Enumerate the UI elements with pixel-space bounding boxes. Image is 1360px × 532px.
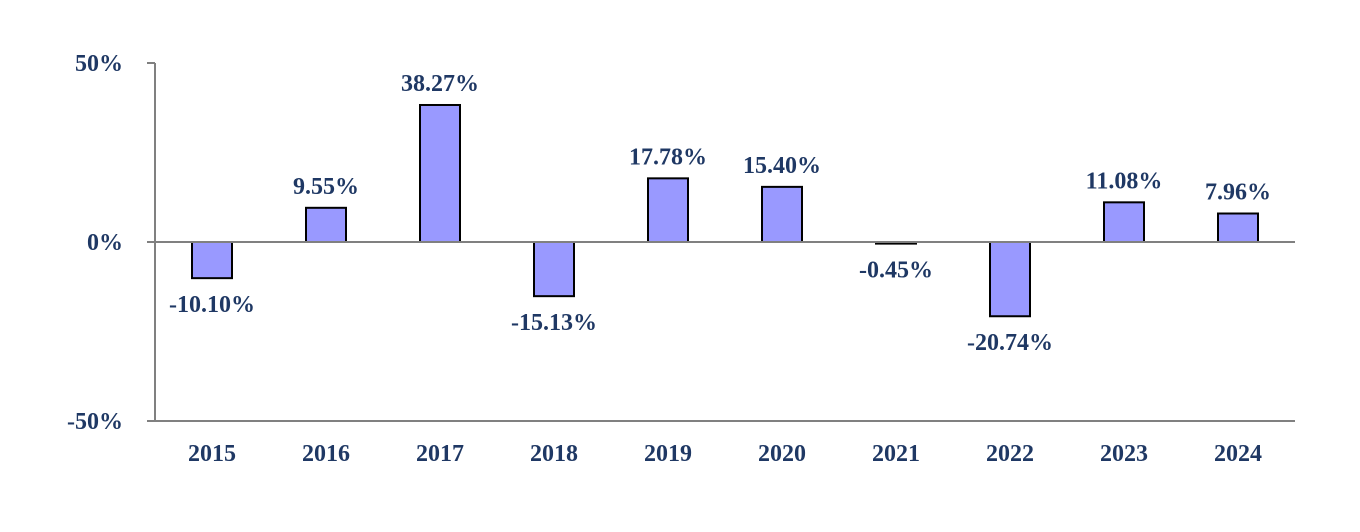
bars xyxy=(191,103,1259,318)
x-axis-labels: 2015 2016 2017 2018 2019 2020 2021 2022 2023 2024 xyxy=(188,441,1262,467)
bar-2022 xyxy=(989,241,1031,318)
value-label: -15.13% xyxy=(511,310,597,336)
bar-2015 xyxy=(191,241,233,280)
value-label: -0.45% xyxy=(859,258,933,284)
value-label: 17.78% xyxy=(629,144,707,170)
x-tick-label: 2017 xyxy=(416,441,464,467)
y-tick-label: -50% xyxy=(67,409,123,435)
x-tick-label: 2019 xyxy=(644,441,692,467)
bar-2019 xyxy=(647,177,689,243)
bar-2024 xyxy=(1217,212,1259,244)
value-label: 7.96% xyxy=(1205,180,1271,206)
x-tick-label: 2016 xyxy=(302,441,350,467)
value-label: -10.10% xyxy=(169,292,255,318)
value-label: 11.08% xyxy=(1086,168,1163,194)
bar-2017 xyxy=(419,103,461,244)
value-label: 9.55% xyxy=(293,174,359,200)
value-label: 38.27% xyxy=(401,71,479,97)
bar-2018 xyxy=(533,241,575,298)
bar-2023 xyxy=(1103,201,1145,244)
value-labels: -10.10% 9.55% 38.27% -15.13% 17.78% 15.40% -0.… xyxy=(169,71,1271,356)
x-tick-label: 2021 xyxy=(872,441,920,467)
x-tick-label: 2022 xyxy=(986,441,1034,467)
axes xyxy=(147,62,1295,422)
x-tick-label: 2015 xyxy=(188,441,236,467)
value-label: 15.40% xyxy=(743,153,821,179)
x-tick-label: 2024 xyxy=(1214,441,1262,467)
y-axis: 50% 0% -50% xyxy=(67,51,123,435)
y-tick-label: 0% xyxy=(87,230,123,256)
y-tick-label: 50% xyxy=(75,51,123,77)
bar-2016 xyxy=(305,206,347,244)
x-tick-label: 2023 xyxy=(1100,441,1148,467)
x-tick-label: 2018 xyxy=(530,441,578,467)
bar-2020 xyxy=(761,185,803,243)
x-tick-label: 2020 xyxy=(758,441,806,467)
value-label: -20.74% xyxy=(967,330,1053,356)
